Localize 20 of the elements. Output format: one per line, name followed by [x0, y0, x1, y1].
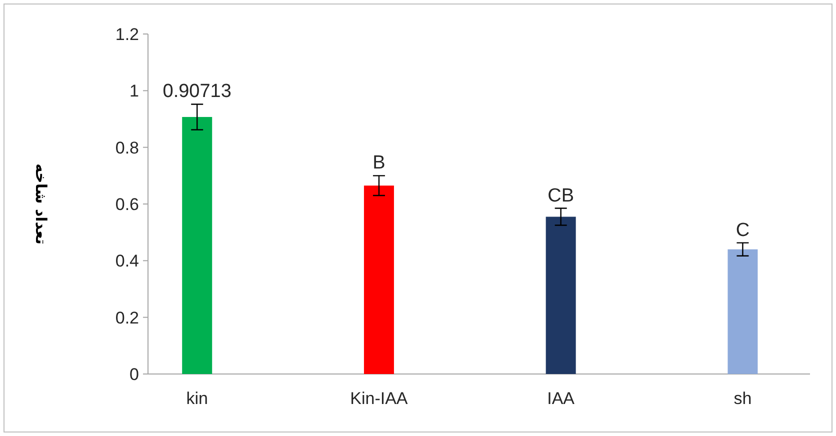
- y-tick-label: 0.6: [115, 195, 139, 214]
- y-tick-label: 0.4: [115, 252, 139, 271]
- y-tick-label: 0: [130, 365, 139, 384]
- y-axis-title: تعداد شاخه: [32, 163, 50, 245]
- y-tick-label: 1: [130, 82, 139, 101]
- y-tick-label: 1.2: [115, 25, 139, 44]
- bar: [182, 116, 212, 374]
- x-tick-label: kin: [186, 389, 208, 408]
- x-tick-label: sh: [734, 389, 752, 408]
- data-label: 0.90713: [162, 81, 232, 102]
- data-label: B: [372, 152, 386, 174]
- bar: [728, 249, 758, 374]
- y-tick-label: 0.8: [115, 138, 139, 158]
- x-tick-label: Kin-IAA: [350, 389, 408, 408]
- y-tick-label: 0.2: [115, 308, 139, 328]
- bar: [364, 186, 394, 374]
- data-label: C: [736, 220, 750, 241]
- x-tick-label: IAA: [547, 389, 576, 408]
- data-label: CB: [548, 185, 574, 206]
- bar: [546, 216, 576, 374]
